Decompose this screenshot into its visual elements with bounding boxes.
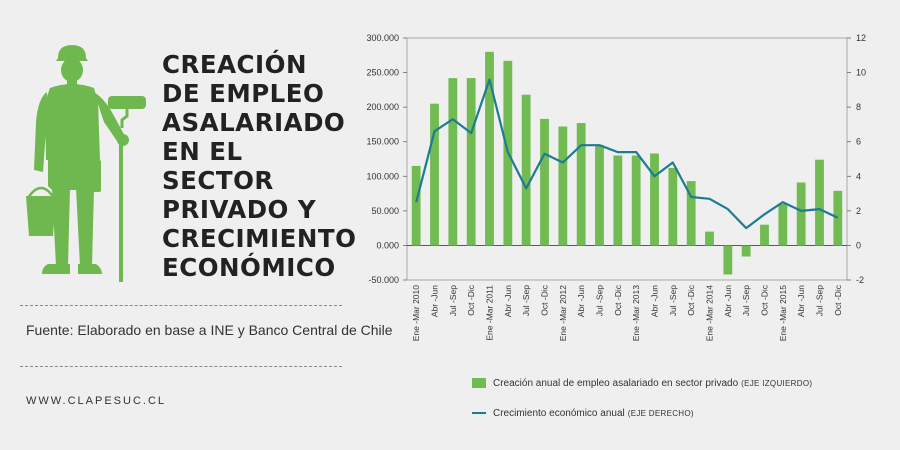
y-right-tick-label: 12 xyxy=(856,33,866,43)
title-line: ASALARIADO xyxy=(162,108,346,137)
legend-item-line: Crecimiento económico anual (EJE DERECHO… xyxy=(472,406,812,420)
bar xyxy=(430,103,439,246)
y-left-tick-label: 250.000 xyxy=(366,68,399,78)
combo-chart: -50.000 0.000 50.000 100.000 150.000 200.000 2… xyxy=(366,33,866,341)
bar xyxy=(741,245,751,257)
x-tick-label: Oct -Dic xyxy=(540,284,550,315)
x-tick-label: Oct -Dic xyxy=(466,284,476,315)
y-left-tick-label: 0.000 xyxy=(376,240,399,250)
legend-bars-note: (EJE IZQUIERDO) xyxy=(741,378,813,388)
bar xyxy=(466,78,476,246)
y-left-tick-label: 100.000 xyxy=(366,171,399,181)
x-tick-label: Jul -Sep xyxy=(521,285,531,316)
x-tick-label: Jul -Sep xyxy=(668,285,678,316)
y-left-tick-label: 150.000 xyxy=(366,137,399,147)
bar xyxy=(723,245,733,275)
bar xyxy=(448,78,458,246)
bar xyxy=(613,155,623,246)
x-tick-label: Oct -Dic xyxy=(833,284,843,315)
legend-line-note: (EJE DERECHO) xyxy=(627,408,694,418)
legend-bar-swatch xyxy=(472,378,486,388)
title-line: CREACIÓN xyxy=(162,50,307,79)
bar xyxy=(705,231,714,246)
worker-with-paint-roller-icon xyxy=(26,45,146,282)
bar xyxy=(595,145,604,246)
x-tick-label: Jul -Sep xyxy=(595,285,605,316)
x-tick-label: Oct -Dic xyxy=(613,284,623,315)
legend-bars-label: Creación anual de empleo asalariado en s… xyxy=(493,377,739,389)
title-line: EN EL SECTOR xyxy=(162,137,274,195)
bar xyxy=(796,182,806,246)
title-line: CRECIMIENTO xyxy=(162,224,357,253)
x-tick-label: Jul -Sep xyxy=(741,285,751,316)
legend-item-bars: Creación anual de empleo asalariado en s… xyxy=(472,376,812,390)
x-tick-label: Ene -Mar 2015 xyxy=(778,285,788,341)
chart-legend: Creación anual de empleo asalariado en s… xyxy=(472,376,812,436)
x-tick-label: Jul -Sep xyxy=(815,285,825,316)
bar xyxy=(558,126,568,246)
x-tick-label: Abr -Jun xyxy=(576,285,586,317)
x-tick-label: Ene -Mar 2013 xyxy=(631,285,641,341)
x-tick-label: Ene -Mar 2011 xyxy=(485,285,495,341)
y-right-tick-label: -2 xyxy=(856,275,864,285)
y-right-tick-label: 0 xyxy=(856,240,861,250)
plot-frame xyxy=(406,37,848,281)
y-right-tick-label: 6 xyxy=(856,137,861,147)
y-left-tick-label: -50.000 xyxy=(368,275,399,285)
bar xyxy=(485,51,494,246)
bar xyxy=(778,203,788,246)
x-tick-label: Abr -Jun xyxy=(723,285,733,317)
y-left-tick-label: 200.000 xyxy=(366,102,399,112)
x-tick-label: Abr -Jun xyxy=(796,285,806,317)
bar xyxy=(686,181,696,246)
bar xyxy=(668,167,678,246)
bar xyxy=(650,153,659,246)
x-tick-label: Ene -Mar 2014 xyxy=(705,285,715,341)
bar xyxy=(760,224,769,246)
worker-illustration xyxy=(22,40,152,290)
title-line: DE EMPLEO xyxy=(162,79,325,108)
dashed-divider-top xyxy=(20,305,342,306)
bar xyxy=(631,155,641,246)
chart-area: -50.000 0.000 50.000 100.000 150.000 200.000 2… xyxy=(355,28,880,358)
y-right-tick-label: 10 xyxy=(856,68,866,78)
x-tick-label: Abr -Jun xyxy=(503,285,513,317)
legend-line-swatch xyxy=(472,411,486,415)
x-tick-label: Ene -Mar 2010 xyxy=(411,285,421,341)
page-title: CREACIÓN DE EMPLEO ASALARIADO EN EL SECT… xyxy=(162,50,357,282)
title-line: ECONÓMICO xyxy=(162,253,336,282)
website-link[interactable]: WWW.CLAPESUC.CL xyxy=(26,395,167,407)
source-note: Fuente: Elaborado en base a INE y Banco … xyxy=(26,322,393,338)
bar xyxy=(576,123,586,246)
y-right-tick-label: 8 xyxy=(856,102,861,112)
y-left-tick-label: 50.000 xyxy=(371,206,399,216)
x-tick-label: Ene -Mar 2012 xyxy=(558,285,568,341)
y-right-tick-label: 2 xyxy=(856,206,861,216)
dashed-divider-bottom xyxy=(20,366,342,367)
y-right-tick-label: 4 xyxy=(856,171,861,181)
x-tick-label: Oct -Dic xyxy=(760,284,770,315)
y-left-tick-label: 300.000 xyxy=(366,33,399,43)
bar xyxy=(521,94,531,246)
bar xyxy=(815,159,824,246)
bar xyxy=(540,118,549,246)
legend-line-label: Crecimiento económico anual xyxy=(493,407,625,419)
title-line: PRIVADO Y xyxy=(162,195,317,224)
x-tick-label: Oct -Dic xyxy=(686,284,696,315)
growth-line xyxy=(415,78,839,230)
bar xyxy=(833,190,843,246)
x-tick-label: Abr -Jun xyxy=(430,285,440,317)
x-tick-label: Abr -Jun xyxy=(650,285,660,317)
x-tick-label: Jul -Sep xyxy=(448,285,458,316)
bar xyxy=(411,165,421,246)
